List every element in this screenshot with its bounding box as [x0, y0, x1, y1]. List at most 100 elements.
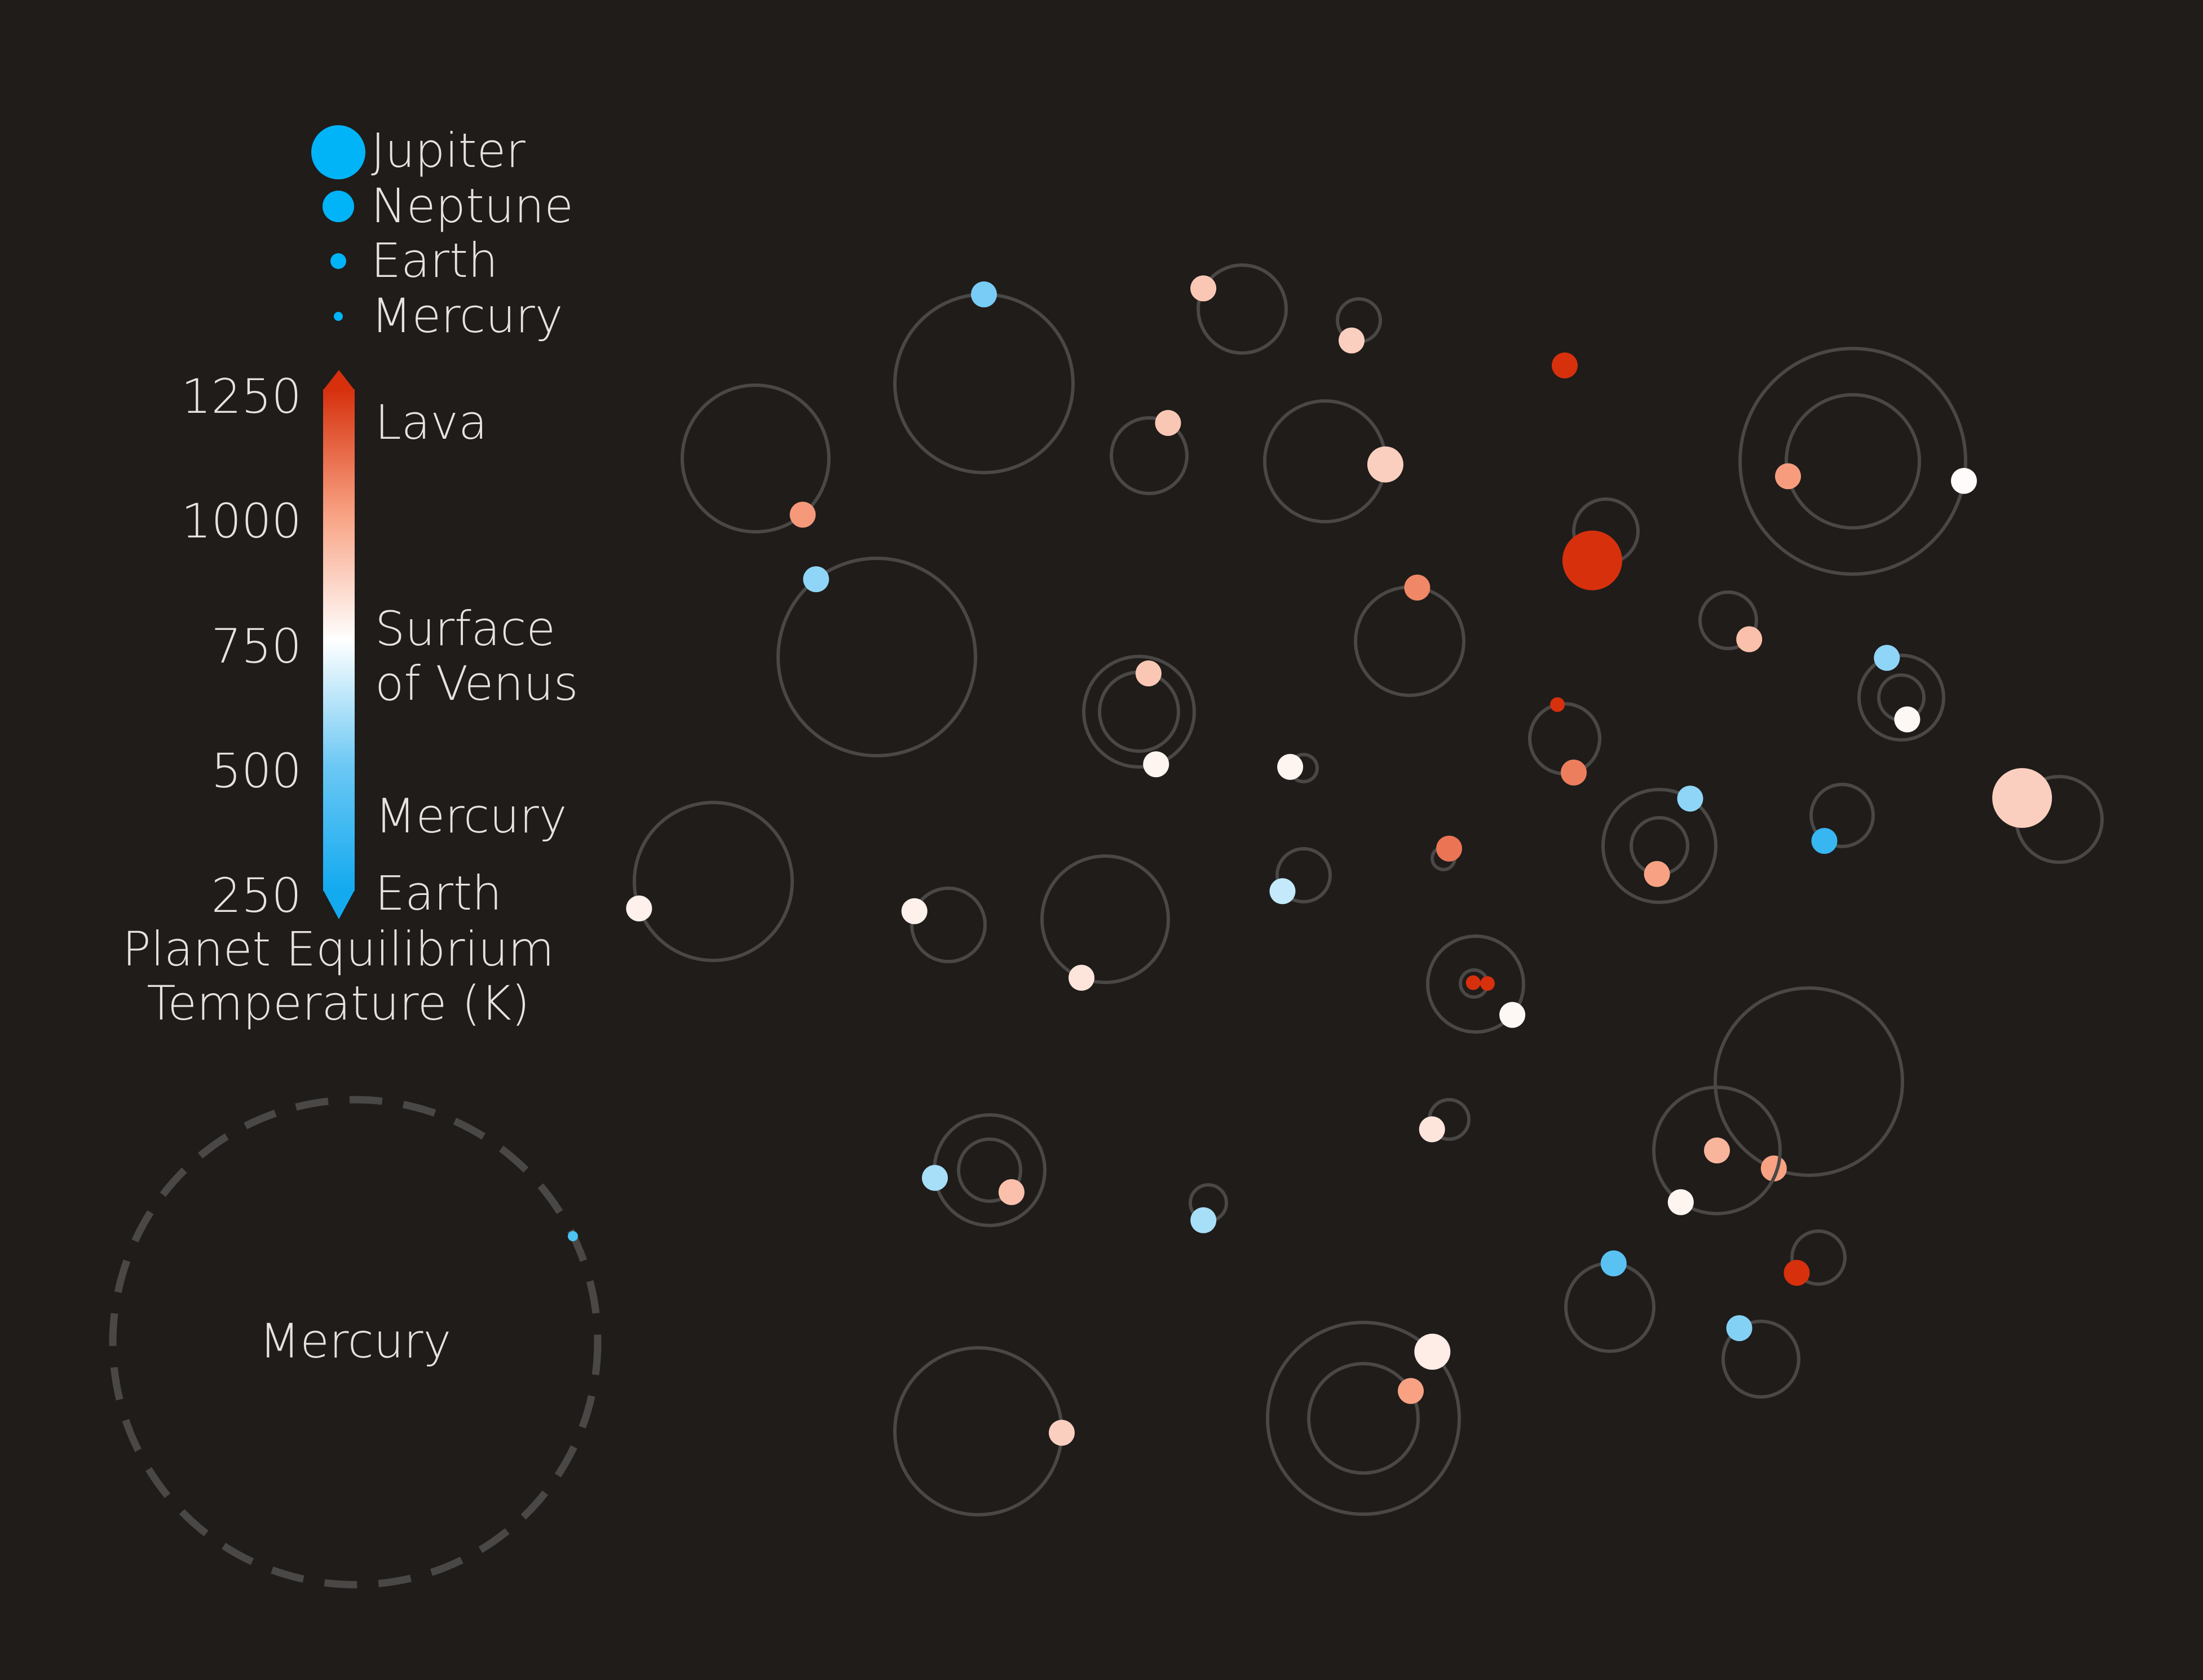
planet-dot: [1644, 861, 1670, 887]
orbit-ring: [957, 1137, 1022, 1203]
planetary-system: [893, 1346, 1075, 1516]
orbit-ring: [1652, 1086, 1782, 1215]
planetary-system: [1601, 786, 1718, 904]
planet-dot: [1465, 975, 1481, 990]
mercury-reference-orbit: Mercury: [109, 1096, 602, 1589]
orbit-ring: [1307, 1362, 1420, 1475]
planet-dot: [901, 898, 928, 924]
colorbar-tick-1000: 1000: [181, 493, 302, 549]
colorbar-title-line2: Temperature (K): [147, 976, 529, 1031]
planetary-system: [1266, 1321, 1461, 1516]
size-legend-earth-dot: [330, 253, 346, 269]
planetary-system: [1562, 497, 1640, 590]
orbit-ring: [910, 887, 987, 963]
colorbar-title-line1: Planet Equilibrium: [122, 921, 554, 977]
planet-dot: [1811, 828, 1838, 854]
planet-dot: [803, 566, 829, 593]
planetary-system: [1419, 1098, 1471, 1143]
planetary-system: [681, 383, 831, 533]
planet-dot: [922, 1165, 948, 1191]
planetary-system: [1354, 574, 1465, 697]
planet-dot: [1190, 1207, 1217, 1233]
planet-dot: [971, 281, 997, 307]
planetary-system: [1426, 934, 1526, 1034]
planet-dot: [1550, 697, 1565, 712]
planetary-system: [1336, 297, 1382, 354]
orbit-ring: [1040, 854, 1170, 984]
planet-dot: [1894, 706, 1921, 733]
planetary-system: [922, 1113, 1047, 1227]
planetary-system: [1431, 835, 1462, 871]
planetary-system: [626, 801, 794, 962]
planetary-system: [1082, 655, 1196, 778]
planet-dot: [1277, 753, 1304, 780]
planet-dot: [1951, 468, 1977, 494]
planetary-system: [1528, 697, 1601, 786]
planet-dot: [789, 501, 816, 528]
planet-dot: [1143, 751, 1169, 778]
planetary-system: [1269, 847, 1332, 905]
planetary-system: [1189, 1183, 1228, 1233]
planet-dot: [1736, 626, 1763, 652]
orbit-ring: [1601, 788, 1718, 904]
orbit-ring: [1790, 1229, 1847, 1286]
planet-dot: [1155, 410, 1181, 436]
planet-dot: [1704, 1137, 1730, 1163]
orbit-ring: [1698, 590, 1758, 650]
planet-dot: [1398, 1378, 1424, 1404]
planet-dot: [998, 1179, 1025, 1205]
planetary-system: [1459, 968, 1495, 999]
size-legend-jupiter-label: Jupiter: [371, 123, 526, 178]
planet-dot: [1367, 446, 1403, 483]
colorbar-annotation-venus-line2: of Venus: [375, 656, 579, 711]
colorbar-gradient-bar: [323, 389, 355, 891]
planet-dot: [1499, 1002, 1526, 1028]
planetary-system: [1721, 1315, 1800, 1399]
planet-dot: [1404, 574, 1431, 601]
colorbar-annotation-earth: Earth: [375, 866, 502, 921]
size-legend: Jupiter Neptune Earth Mercury: [311, 123, 573, 343]
colorbar-bottom-arrow: [323, 890, 355, 919]
planet-dot: [1414, 1333, 1451, 1370]
planetary-system: [1809, 783, 1875, 854]
colorbar-annotation-venus-line1: Surface: [375, 601, 555, 656]
size-legend-jupiter-dot: [311, 125, 365, 179]
planetary-system: [1738, 347, 1977, 576]
orbit-ring: [633, 801, 794, 962]
colorbar-annotation-mercury: Mercury: [375, 788, 567, 844]
orbit-ring: [1714, 986, 1904, 1177]
planetary-system: [1857, 645, 1945, 742]
planet-dot: [1190, 275, 1217, 302]
planetary-system: [1783, 1229, 1847, 1286]
planet-dot: [1436, 835, 1462, 862]
reference-orbit-label: Mercury: [259, 1313, 452, 1369]
planetary-system: [1040, 854, 1170, 991]
size-legend-earth-label: Earth: [371, 233, 498, 288]
planetary-system: [1698, 590, 1763, 652]
planetary-system: [1552, 352, 1578, 378]
planetary-system: [1190, 263, 1288, 355]
planet-dot: [1677, 786, 1703, 812]
planet-dot: [1419, 1116, 1445, 1143]
planet-dot: [1049, 1419, 1075, 1446]
planetary-system: [1263, 399, 1403, 523]
orbit-ring: [1721, 1320, 1800, 1399]
planet-dot: [1480, 976, 1495, 991]
planet-dot: [1600, 1250, 1627, 1277]
planet-dot: [1562, 530, 1622, 590]
planet-dot: [1339, 327, 1365, 354]
reference-orbit-ring: [109, 1096, 602, 1589]
orbit-ring: [1266, 1321, 1461, 1516]
orbit-ring: [1785, 393, 1921, 530]
planet-dot: [1667, 1189, 1694, 1215]
orbit-ring: [1197, 263, 1288, 355]
planet-dot: [1269, 878, 1296, 905]
colorbar-tick-1250: 1250: [181, 369, 302, 424]
planet-dot: [1552, 352, 1578, 378]
planetary-system: [1992, 768, 2104, 864]
planet-dot: [1561, 759, 1587, 786]
planet-dot: [1992, 768, 2052, 828]
orbit-ring: [1110, 416, 1189, 495]
orbit-ring: [681, 383, 831, 533]
